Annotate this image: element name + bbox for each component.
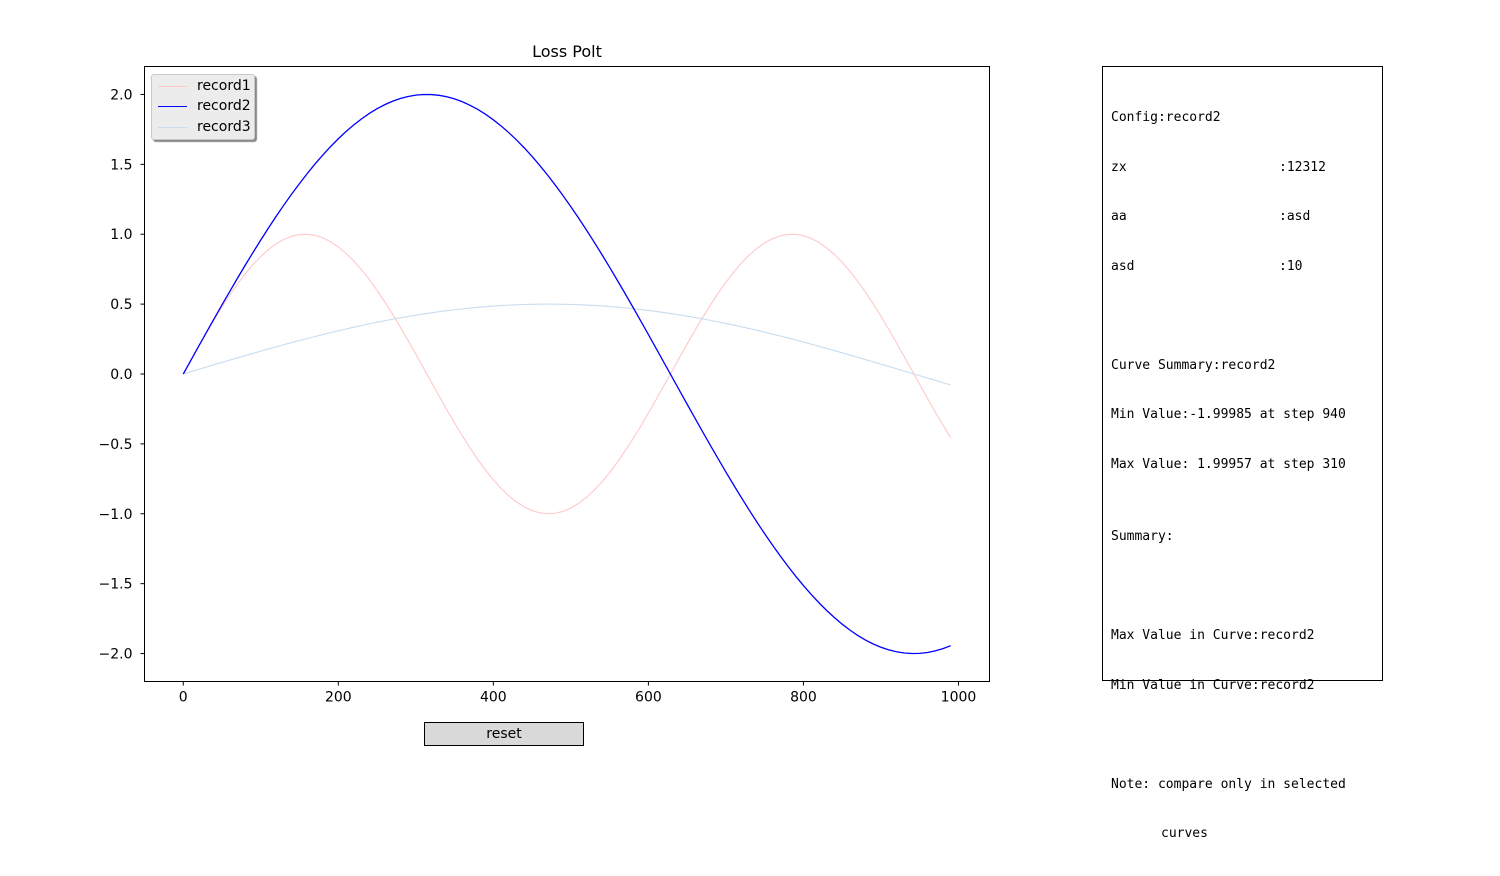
legend: record1 record2 record3 xyxy=(151,74,255,140)
y-axis-ticks: 2.0 1.5 1.0 0.5 0.0 −0.5 −1.0 −1.5 −2.0 xyxy=(99,87,145,663)
legend-swatch-record1 xyxy=(158,85,187,87)
y-tick-label: −2.0 xyxy=(99,647,133,663)
summary-block: Summary: Max Value in Curve:record2 Min … xyxy=(1111,496,1346,876)
summary-note-cont: curves xyxy=(1161,826,1208,841)
legend-label-record1: record1 xyxy=(197,78,251,94)
reset-button[interactable]: reset xyxy=(424,722,584,746)
chart-title: Loss Polt xyxy=(532,42,602,61)
curve-summary-max: Max Value: 1.99957 at step 310 xyxy=(1111,456,1346,472)
curve-summary-title: Curve Summary:record2 xyxy=(1111,357,1276,373)
x-tick-label: 0 xyxy=(179,690,188,706)
loss-plot: Loss Polt 0 200 400 600 800 1000 2.0 1.5 1.0 0.5… xyxy=(99,42,990,706)
config-row: aa:asd xyxy=(1111,209,1311,224)
x-tick-label: 800 xyxy=(790,690,817,706)
legend-item-record1[interactable]: record1 xyxy=(158,76,251,96)
x-tick-label: 200 xyxy=(325,690,352,706)
config-block: Config:record2 zx:12312 aa:asd asd:10 Cu… xyxy=(1111,77,1346,506)
y-tick-label: −1.5 xyxy=(99,577,133,593)
series-line-record1[interactable] xyxy=(182,233,952,515)
y-tick-label: 1.0 xyxy=(110,227,132,243)
y-tick-label: −1.0 xyxy=(99,507,133,523)
summary-min: Min Value in Curve:record2 xyxy=(1111,677,1315,693)
info-panel: Config:record2 zx:12312 aa:asd asd:10 Cu… xyxy=(1102,66,1383,841)
x-axis-ticks: 0 200 400 600 800 1000 xyxy=(179,681,977,706)
summary-title: Summary: xyxy=(1111,529,1174,544)
y-tick-label: −0.5 xyxy=(99,437,133,453)
legend-item-record3[interactable]: record3 xyxy=(158,117,251,137)
curve-summary-min: Min Value:-1.99985 at step 940 xyxy=(1111,407,1346,422)
plot-area xyxy=(144,66,990,682)
summary-max: Max Value in Curve:record2 xyxy=(1111,628,1315,643)
summary-note: Note: compare only in selected xyxy=(1111,776,1346,792)
config-row: zx:12312 xyxy=(1111,159,1326,175)
x-tick-label: 400 xyxy=(480,690,507,706)
series-lines xyxy=(182,93,952,655)
x-tick-label: 600 xyxy=(635,690,662,706)
legend-label-record2: record2 xyxy=(197,98,251,114)
series-line-record2[interactable] xyxy=(182,93,951,655)
legend-swatch-record2 xyxy=(158,105,187,107)
legend-swatch-record3 xyxy=(158,126,187,128)
legend-item-record2[interactable]: record2 xyxy=(158,96,251,116)
config-row: asd:10 xyxy=(1111,258,1303,274)
series-line-record3[interactable] xyxy=(183,303,951,386)
legend-label-record3: record3 xyxy=(197,119,251,135)
x-tick-label: 1000 xyxy=(941,690,977,706)
config-title: Config:record2 xyxy=(1111,110,1221,125)
y-tick-label: 2.0 xyxy=(110,87,132,103)
y-tick-label: 1.5 xyxy=(110,157,132,173)
y-tick-label: 0.5 xyxy=(110,297,132,313)
y-tick-label: 0.0 xyxy=(110,367,132,383)
